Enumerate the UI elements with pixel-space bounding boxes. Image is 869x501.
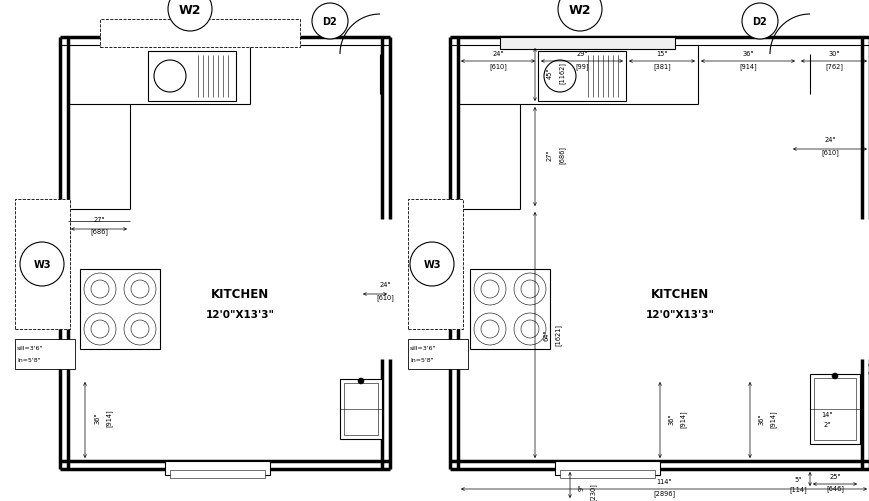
Text: 12'0"X13'3": 12'0"X13'3" xyxy=(645,310,713,319)
Text: 27": 27" xyxy=(93,216,104,222)
Circle shape xyxy=(124,313,156,345)
Bar xyxy=(165,461,269,475)
Text: 24": 24" xyxy=(823,137,835,143)
Text: 14": 14" xyxy=(820,411,832,417)
Text: [762]: [762] xyxy=(824,64,842,70)
Circle shape xyxy=(20,242,64,287)
Text: 9": 9" xyxy=(579,482,584,489)
Text: [686]: [686] xyxy=(558,146,565,164)
Text: ln=5'8": ln=5'8" xyxy=(17,357,41,362)
Text: [1621]: [1621] xyxy=(554,323,561,345)
Text: 36": 36" xyxy=(668,412,674,424)
Bar xyxy=(500,38,674,50)
Circle shape xyxy=(543,61,575,93)
Circle shape xyxy=(168,0,212,32)
Text: [99]: [99] xyxy=(574,64,588,70)
Text: [646]: [646] xyxy=(825,484,843,491)
Bar xyxy=(340,379,381,439)
Bar xyxy=(408,339,468,369)
Text: 2": 2" xyxy=(822,421,830,427)
Bar xyxy=(100,20,300,48)
Text: [230]: [230] xyxy=(589,482,595,500)
Text: KITCHEN: KITCHEN xyxy=(210,288,269,301)
Text: D2: D2 xyxy=(752,17,766,27)
Text: 15": 15" xyxy=(655,51,667,57)
Text: [914]: [914] xyxy=(739,64,756,70)
Circle shape xyxy=(831,373,837,379)
Bar xyxy=(343,383,377,435)
Text: 27": 27" xyxy=(547,149,553,160)
Circle shape xyxy=(514,274,546,306)
Circle shape xyxy=(474,313,506,345)
Circle shape xyxy=(409,242,454,287)
Text: 24": 24" xyxy=(379,282,390,288)
Text: 12'0"X13'3": 12'0"X13'3" xyxy=(205,310,275,319)
Circle shape xyxy=(557,0,601,32)
Circle shape xyxy=(312,4,348,40)
Text: sill=3'6": sill=3'6" xyxy=(409,345,436,350)
Text: 29": 29" xyxy=(575,51,587,57)
Bar xyxy=(80,270,160,349)
Text: [610]: [610] xyxy=(375,294,394,301)
Text: sill=3'6": sill=3'6" xyxy=(17,345,43,350)
Circle shape xyxy=(514,313,546,345)
Text: [610]: [610] xyxy=(820,149,838,156)
Text: [1162]: [1162] xyxy=(558,62,565,84)
Bar xyxy=(560,470,654,478)
Bar xyxy=(15,339,75,369)
Circle shape xyxy=(741,4,777,40)
Text: [914]: [914] xyxy=(769,409,775,427)
Text: [914]: [914] xyxy=(105,408,112,426)
Text: W2: W2 xyxy=(178,4,201,17)
Bar xyxy=(554,461,660,475)
Text: 5": 5" xyxy=(793,476,800,482)
Text: [914]: [914] xyxy=(679,409,686,427)
Circle shape xyxy=(481,281,499,299)
Text: W3: W3 xyxy=(33,260,50,270)
Bar xyxy=(469,270,549,349)
Text: 64": 64" xyxy=(543,329,549,340)
Circle shape xyxy=(131,320,149,338)
Text: [381]: [381] xyxy=(653,64,670,70)
Bar xyxy=(813,378,855,440)
Text: 25": 25" xyxy=(828,473,839,479)
Circle shape xyxy=(124,274,156,306)
Bar xyxy=(169,470,265,478)
Text: 114": 114" xyxy=(655,478,671,484)
Bar xyxy=(148,52,235,102)
Circle shape xyxy=(474,274,506,306)
Text: W2: W2 xyxy=(568,4,591,17)
Text: [2896]: [2896] xyxy=(653,489,674,496)
Circle shape xyxy=(357,378,363,384)
Text: KITCHEN: KITCHEN xyxy=(650,288,708,301)
Text: 36": 36" xyxy=(741,51,753,57)
Circle shape xyxy=(84,313,116,345)
Text: 30": 30" xyxy=(827,51,839,57)
Circle shape xyxy=(91,281,109,299)
Circle shape xyxy=(91,320,109,338)
Text: [610]: [610] xyxy=(488,64,507,70)
Circle shape xyxy=(131,281,149,299)
Bar xyxy=(408,199,462,329)
Bar xyxy=(809,374,859,444)
Text: 36": 36" xyxy=(758,412,764,424)
Text: 45": 45" xyxy=(547,67,553,79)
Text: [686]: [686] xyxy=(90,228,108,235)
Circle shape xyxy=(521,320,539,338)
Text: 36": 36" xyxy=(95,411,101,423)
Bar xyxy=(15,199,70,329)
Text: [114]: [114] xyxy=(788,485,806,492)
Circle shape xyxy=(481,320,499,338)
Circle shape xyxy=(521,281,539,299)
Circle shape xyxy=(154,61,186,93)
Text: D2: D2 xyxy=(322,17,337,27)
Text: W3: W3 xyxy=(422,260,441,270)
Text: ln=5'8": ln=5'8" xyxy=(409,357,433,362)
Circle shape xyxy=(84,274,116,306)
Bar xyxy=(537,52,626,102)
Text: 24": 24" xyxy=(492,51,503,57)
